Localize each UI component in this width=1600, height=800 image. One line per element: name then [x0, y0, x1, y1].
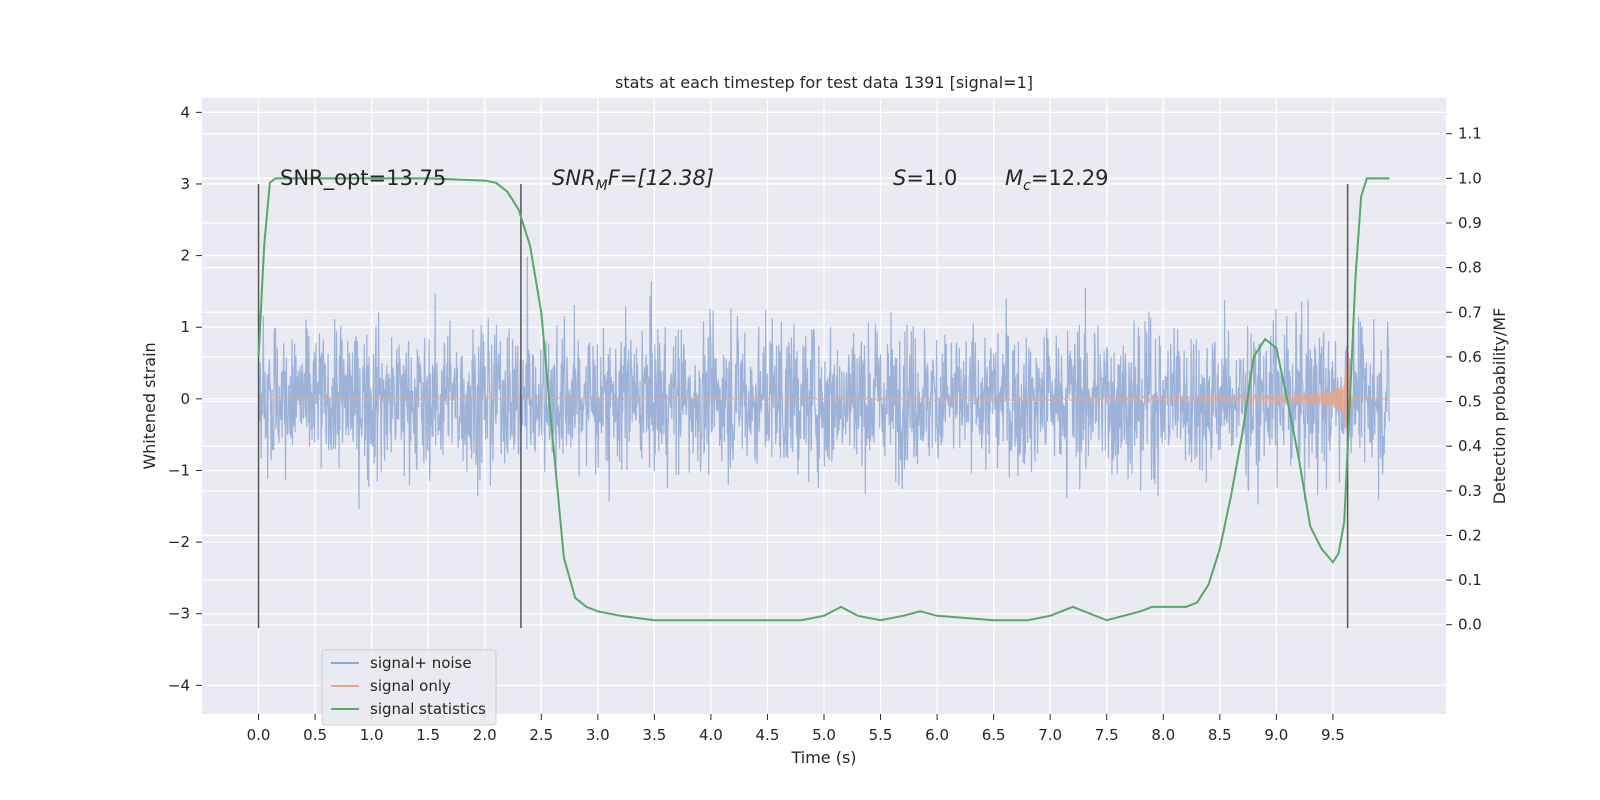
y2-tick-label: 0.1 [1458, 571, 1482, 589]
x-tick-label: 7.0 [1038, 726, 1062, 744]
annotation-snr-mf-main: SNR [552, 166, 596, 190]
x-tick-label: 6.0 [925, 726, 949, 744]
annotation-mc-rest: =12.29 [1031, 166, 1109, 190]
signal-statistics-series [257, 177, 1390, 622]
x-tick-label: 0.0 [247, 726, 271, 744]
legend-label-signal-only: signal only [370, 677, 451, 695]
x-tick-label: 0.5 [303, 726, 327, 744]
y2-tick-label: 0.2 [1458, 526, 1482, 544]
y-tick-label: −3 [168, 605, 190, 623]
y-axis-label: Whitened strain [140, 342, 159, 469]
y-tick-label: −1 [168, 461, 190, 479]
legend-box [321, 649, 497, 726]
y-tick-label: 1 [180, 318, 190, 336]
y2-tick-label: 1.1 [1458, 125, 1482, 143]
annotation-snr-mf: SNRMF=[12.38] [552, 166, 714, 194]
signal-only-line [258, 352, 1390, 458]
legend-label-signal-statistics: signal statistics [370, 700, 486, 718]
annotation-s: S=1.0 [893, 166, 957, 190]
y-tick-label: −2 [168, 533, 190, 551]
y-tick-label: 3 [180, 175, 190, 193]
x-tick-label: 5.0 [812, 726, 836, 744]
annotation-mc-main: M [1005, 166, 1023, 190]
x-tick-label: 2.0 [473, 726, 497, 744]
annotation-snr-mf-sub: M [596, 178, 608, 194]
annotation-s-main: S [893, 166, 906, 190]
y2-tick-label: 0.4 [1458, 437, 1482, 455]
annotation-snr-opt: SNR_opt=13.75 [280, 166, 446, 191]
y-tick-label: −4 [168, 676, 190, 694]
y2-tick-label: 1.0 [1458, 169, 1482, 187]
ticks: 0.0 0.5 1.0 1.5 2.0 2.5 3.0 3.5 4.0 4.5 5.0 5.5 6.0 6… [168, 103, 1482, 744]
x-tick-label: 2.5 [529, 726, 553, 744]
y-tick-label: 0 [180, 390, 190, 408]
legend: signal+ noise signal only signal statist… [321, 649, 497, 726]
x-tick-label: 9.5 [1321, 726, 1345, 744]
x-tick-label: 4.5 [756, 726, 780, 744]
signal-noise-line [257, 256, 1391, 510]
y2-tick-label: 0.3 [1458, 482, 1482, 500]
y2-tick-label: 0.6 [1458, 348, 1482, 366]
y-tick-label: 4 [180, 103, 190, 121]
vertical-markers [257, 183, 1349, 629]
x-tick-label: 3.5 [642, 726, 666, 744]
legend-label-signal-noise: signal+ noise [370, 654, 472, 672]
annotation-snr-mf-rest: F=[12.38] [608, 166, 714, 190]
x-tick-label: 5.5 [869, 726, 893, 744]
y2-tick-label: 0.5 [1458, 393, 1482, 411]
annotation-s-rest: =1.0 [906, 166, 957, 190]
x-tick-label: 8.5 [1208, 726, 1232, 744]
x-tick-label: 3.0 [586, 726, 610, 744]
x-tick-label: 4.0 [699, 726, 723, 744]
x-tick-label: 1.5 [416, 726, 440, 744]
x-tick-label: 8.0 [1151, 726, 1175, 744]
y2-tick-label: 0.7 [1458, 303, 1482, 321]
x-tick-label: 9.0 [1264, 726, 1288, 744]
x-tick-label: 7.5 [1095, 726, 1119, 744]
y2-tick-label: 0.8 [1458, 259, 1482, 277]
signal-statistics-line [257, 177, 1390, 622]
annotation-mc: Mc=12.29 [1005, 166, 1109, 194]
annotation-mc-sub: c [1023, 178, 1031, 194]
y2-tick-label: 0.9 [1458, 214, 1482, 232]
chart-title: stats at each timestep for test data 139… [615, 73, 1033, 92]
signal-noise-series [257, 256, 1391, 510]
x-tick-label: 6.5 [982, 726, 1006, 744]
y-tick-label: 2 [180, 247, 190, 265]
signal-only-series [258, 352, 1390, 458]
y2-axis-label: Detection probability/MF [1490, 308, 1509, 505]
y2-tick-label: 0.0 [1458, 616, 1482, 634]
x-tick-label: 1.0 [360, 726, 384, 744]
x-axis-label: Time (s) [790, 748, 856, 767]
